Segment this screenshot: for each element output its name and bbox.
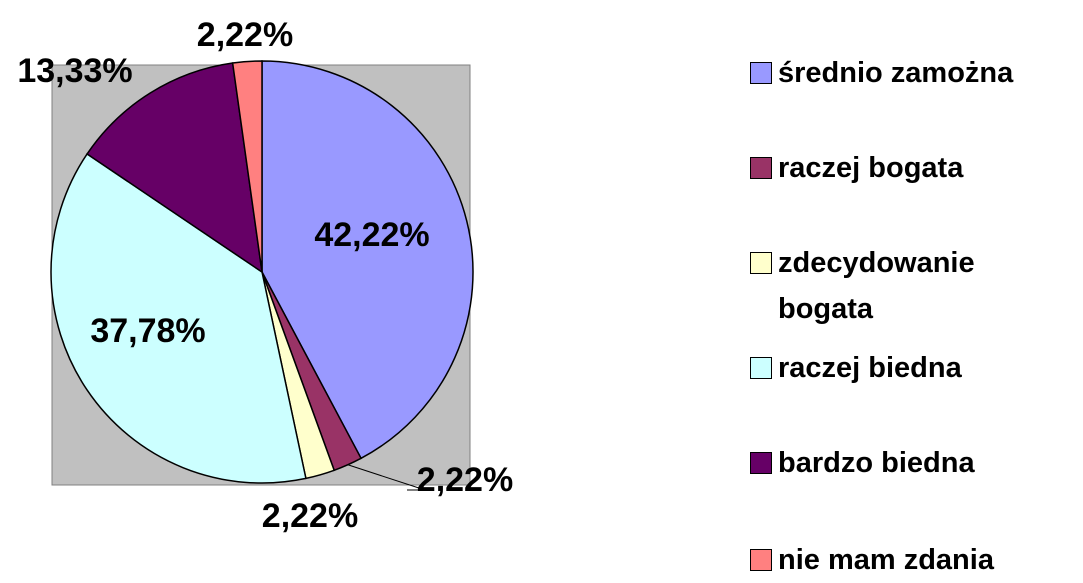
pie-slice [86, 62, 263, 274]
legend-item: raczej biedna [750, 345, 1030, 391]
legend-label: nie mam zdania [778, 544, 994, 576]
legend-swatch [750, 549, 772, 571]
pie-slice [50, 152, 307, 484]
legend-swatch [750, 157, 772, 179]
legend-swatch [750, 62, 772, 84]
data-label: 2,22% [262, 497, 358, 535]
legend-label: zdecydowanie bogata [778, 247, 975, 325]
leader-line [347, 464, 426, 491]
legend-item: zdecydowanie bogata [750, 240, 1030, 332]
data-label: 13,33% [17, 52, 132, 90]
pie-slice [231, 60, 263, 273]
legend-label: bardzo biedna [778, 447, 975, 479]
legend-label: średnio zamożna [778, 57, 1014, 89]
data-label: 2,22% [417, 461, 513, 499]
legend-item: bardzo biedna [750, 440, 1030, 486]
legend-swatch [750, 452, 772, 474]
legend-item: raczej bogata [750, 145, 1030, 191]
legend-item: nie mam zdania [750, 537, 1030, 583]
legend-item: średnio zamożna [750, 50, 1030, 96]
legend-swatch [750, 357, 772, 379]
chart: 42,22% 2,22% 2,22% 37,78% 13,33% 2,22% [17, 16, 513, 535]
legend-swatch [750, 252, 772, 274]
legend-label: raczej biedna [778, 352, 962, 384]
data-label: 42,22% [314, 216, 429, 254]
pie-slice [261, 60, 474, 460]
data-label: 37,78% [90, 312, 205, 350]
data-label: 2,22% [197, 16, 293, 54]
legend-label: raczej bogata [778, 152, 964, 184]
